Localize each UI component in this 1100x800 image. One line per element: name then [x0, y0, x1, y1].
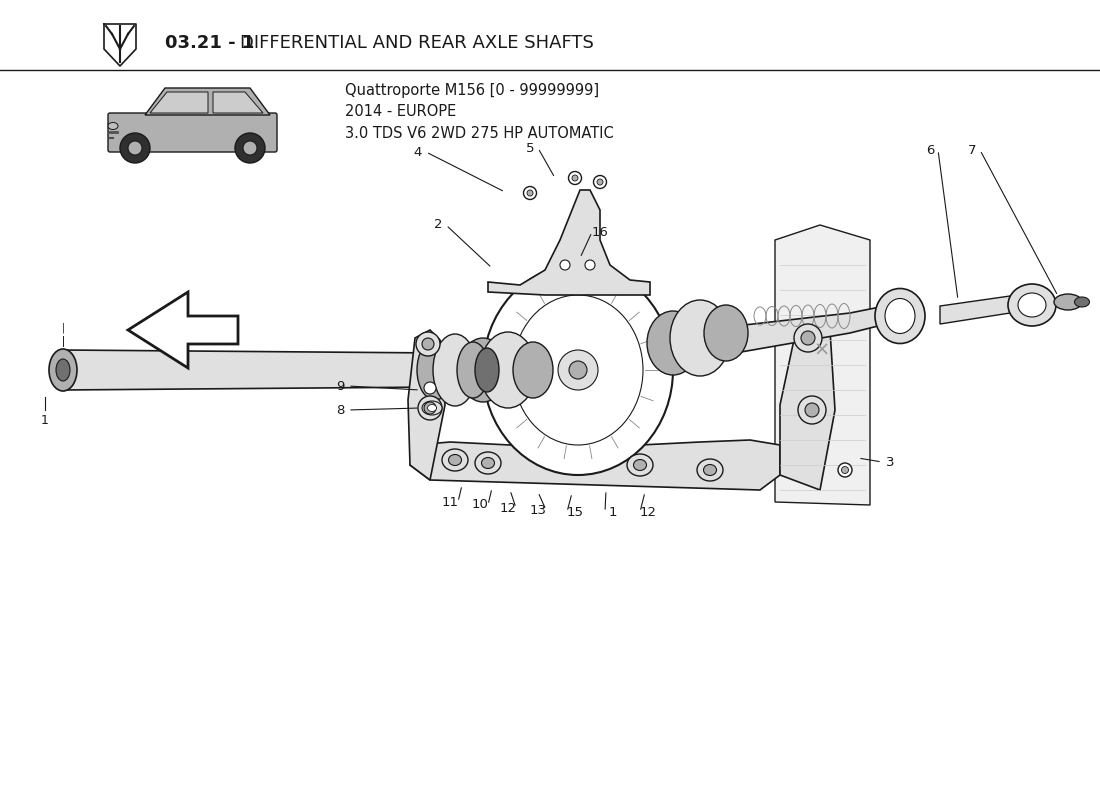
Text: 03.21 - 1: 03.21 - 1: [165, 34, 261, 52]
Ellipse shape: [572, 175, 578, 181]
Ellipse shape: [627, 454, 653, 476]
Text: 12: 12: [639, 506, 657, 518]
Ellipse shape: [801, 331, 815, 345]
Ellipse shape: [459, 338, 507, 402]
Ellipse shape: [670, 300, 730, 376]
Ellipse shape: [558, 350, 598, 390]
Ellipse shape: [456, 342, 490, 398]
Ellipse shape: [128, 141, 142, 155]
Polygon shape: [408, 330, 446, 480]
Polygon shape: [776, 225, 870, 505]
Ellipse shape: [597, 179, 603, 185]
Ellipse shape: [108, 122, 118, 130]
Ellipse shape: [480, 332, 536, 408]
Text: 8: 8: [336, 403, 344, 417]
Ellipse shape: [424, 382, 436, 394]
Ellipse shape: [235, 133, 265, 163]
Ellipse shape: [838, 463, 853, 477]
Ellipse shape: [120, 133, 150, 163]
Ellipse shape: [794, 324, 822, 352]
Ellipse shape: [422, 338, 435, 350]
Text: DIFFERENTIAL AND REAR AXLE SHAFTS: DIFFERENTIAL AND REAR AXLE SHAFTS: [240, 34, 594, 52]
Ellipse shape: [842, 466, 848, 474]
Polygon shape: [63, 350, 440, 390]
Ellipse shape: [417, 340, 453, 400]
Text: 5: 5: [526, 142, 535, 154]
Text: 1: 1: [41, 414, 48, 426]
Ellipse shape: [886, 298, 915, 334]
Ellipse shape: [482, 458, 495, 469]
Ellipse shape: [524, 186, 537, 199]
Text: 4: 4: [414, 146, 422, 158]
Ellipse shape: [433, 334, 477, 406]
Ellipse shape: [594, 175, 606, 189]
Text: ×: ×: [814, 341, 830, 359]
Text: |: |: [62, 322, 65, 334]
Polygon shape: [213, 92, 263, 113]
Ellipse shape: [874, 289, 925, 343]
Ellipse shape: [483, 265, 673, 475]
Ellipse shape: [513, 295, 644, 445]
Ellipse shape: [798, 396, 826, 424]
Polygon shape: [145, 88, 270, 115]
Ellipse shape: [704, 465, 716, 475]
Text: 3.0 TDS V6 2WD 275 HP AUTOMATIC: 3.0 TDS V6 2WD 275 HP AUTOMATIC: [345, 126, 614, 142]
Ellipse shape: [475, 452, 500, 474]
Ellipse shape: [449, 454, 462, 466]
Ellipse shape: [243, 141, 257, 155]
Text: 2014 - EUROPE: 2014 - EUROPE: [345, 105, 456, 119]
Ellipse shape: [1054, 294, 1082, 310]
Text: 9: 9: [336, 379, 344, 393]
Ellipse shape: [56, 359, 70, 381]
Polygon shape: [940, 296, 1010, 324]
Text: Quattroporte M156 [0 - 99999999]: Quattroporte M156 [0 - 99999999]: [345, 82, 600, 98]
Ellipse shape: [1075, 297, 1089, 307]
Ellipse shape: [585, 260, 595, 270]
Ellipse shape: [1008, 284, 1056, 326]
Polygon shape: [410, 440, 780, 490]
Ellipse shape: [50, 349, 77, 391]
Text: 12: 12: [499, 502, 517, 514]
Ellipse shape: [416, 332, 440, 356]
Text: 10: 10: [472, 498, 488, 511]
Ellipse shape: [424, 402, 436, 414]
Polygon shape: [128, 292, 238, 368]
Ellipse shape: [513, 342, 553, 398]
Ellipse shape: [527, 190, 534, 196]
Text: 6: 6: [926, 143, 934, 157]
Ellipse shape: [805, 403, 820, 417]
Ellipse shape: [475, 348, 499, 392]
Text: 16: 16: [592, 226, 608, 238]
Ellipse shape: [569, 361, 587, 379]
Ellipse shape: [634, 459, 647, 470]
Polygon shape: [488, 190, 650, 295]
Text: 1: 1: [608, 506, 617, 518]
Ellipse shape: [1018, 293, 1046, 317]
Ellipse shape: [418, 396, 442, 420]
Ellipse shape: [560, 260, 570, 270]
Ellipse shape: [428, 405, 437, 411]
Ellipse shape: [422, 401, 442, 415]
Polygon shape: [780, 320, 835, 490]
Text: 3: 3: [886, 455, 894, 469]
Ellipse shape: [697, 459, 723, 481]
Ellipse shape: [647, 311, 698, 375]
Text: 15: 15: [566, 506, 583, 518]
Ellipse shape: [569, 171, 582, 185]
Text: 2: 2: [433, 218, 442, 231]
Text: 7: 7: [968, 143, 977, 157]
Text: 11: 11: [441, 495, 459, 509]
Polygon shape: [150, 92, 208, 113]
Ellipse shape: [442, 449, 468, 471]
FancyBboxPatch shape: [108, 113, 277, 152]
Ellipse shape: [704, 305, 748, 361]
Text: 13: 13: [529, 503, 547, 517]
Polygon shape: [718, 305, 890, 356]
